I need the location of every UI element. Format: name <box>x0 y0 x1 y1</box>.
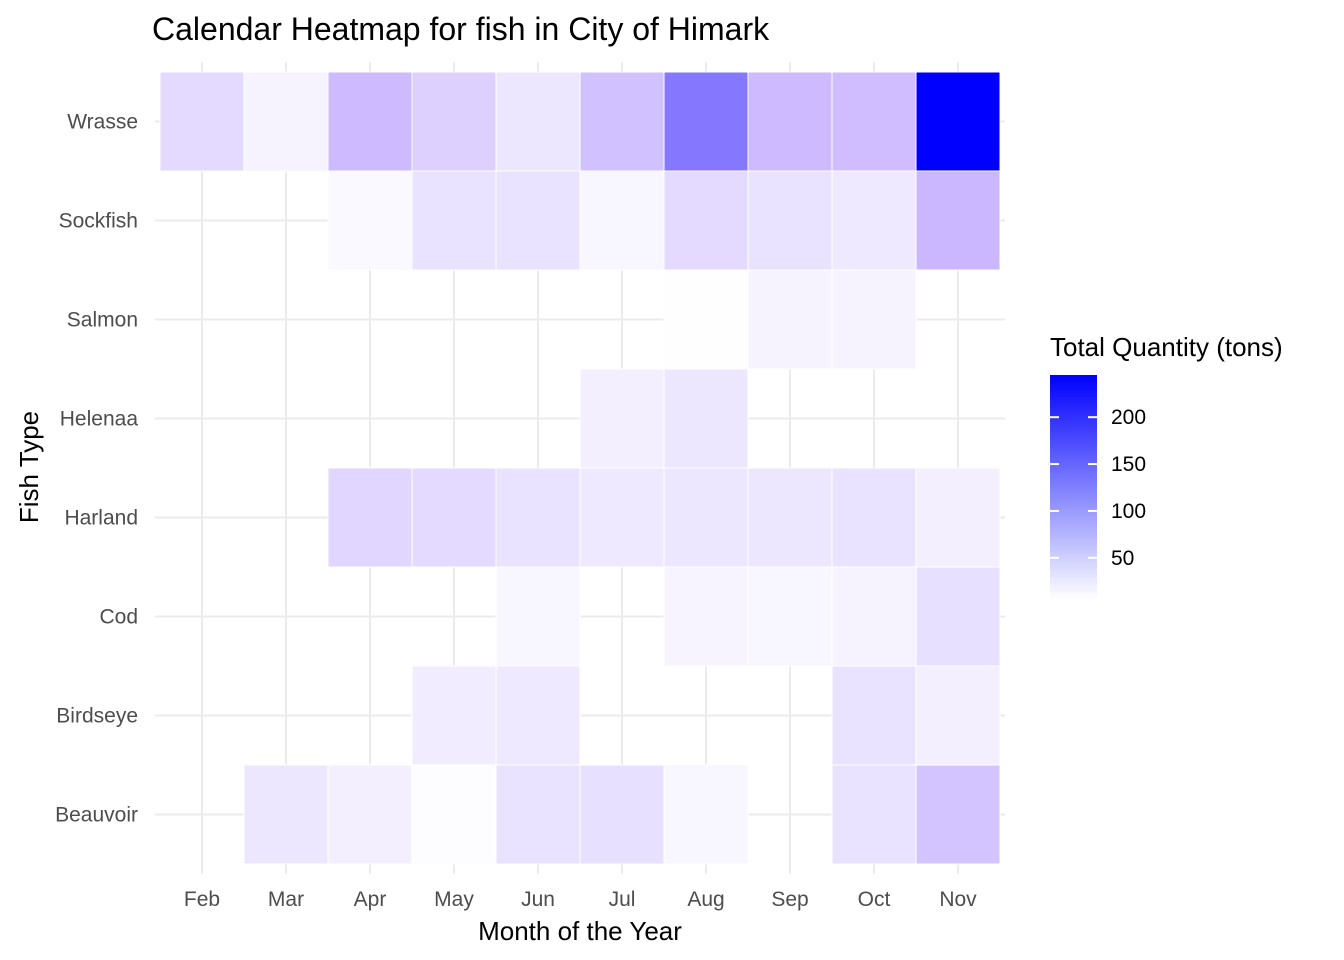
tile-cod-jun <box>495 566 581 667</box>
tile-harland-jul <box>579 467 665 568</box>
tile-harland-oct <box>831 467 917 568</box>
legend-label-100: 100 <box>1111 500 1146 523</box>
tile-beauvoir-may <box>411 764 497 865</box>
x-tick-label-apr: Apr <box>354 888 387 911</box>
tile-cod-aug <box>663 566 749 667</box>
y-tick-label-sockfish: Sockfish <box>59 210 138 233</box>
legend-color-bar <box>1050 375 1097 600</box>
y-axis-ticks: Beauvoir Birdseye Cod Harland Helenaa Salmon S… <box>55 111 138 827</box>
tile-wrasse-mar <box>243 71 329 172</box>
tile-beauvoir-jul <box>579 764 665 865</box>
chart-title: Calendar Heatmap for fish in City of Him… <box>152 11 770 47</box>
y-tick-label-cod: Cod <box>99 606 138 629</box>
tile-salmon-aug <box>663 269 749 370</box>
color-legend: Total Quantity (tons) 50 100 150 200 <box>1050 332 1283 600</box>
tile-harland-jun <box>495 467 581 568</box>
x-tick-label-sep: Sep <box>771 888 808 911</box>
tile-birdseye-nov <box>915 665 1001 766</box>
tile-cod-sep <box>747 566 833 667</box>
tile-wrasse-feb <box>159 71 245 172</box>
tile-sockfish-sep <box>747 170 833 271</box>
x-axis-ticks: Feb Mar Apr May Jun Jul Aug Sep Oct Nov <box>184 888 977 911</box>
tile-helenaa-jul <box>579 368 665 469</box>
tile-harland-may <box>411 467 497 568</box>
x-tick-label-feb: Feb <box>184 888 220 911</box>
tile-wrasse-may <box>411 71 497 172</box>
tile-beauvoir-oct <box>831 764 917 865</box>
tile-cod-nov <box>915 566 1001 667</box>
tile-wrasse-apr <box>327 71 413 172</box>
x-tick-label-aug: Aug <box>687 888 724 911</box>
tile-harland-aug <box>663 467 749 568</box>
y-tick-label-birdseye: Birdseye <box>56 705 138 728</box>
y-tick-label-helenaa: Helenaa <box>60 408 139 431</box>
tile-wrasse-oct <box>831 71 917 172</box>
tile-wrasse-sep <box>747 71 833 172</box>
heatmap-tiles <box>159 71 1001 865</box>
y-axis-title: Fish Type <box>14 411 44 523</box>
y-tick-label-wrasse: Wrasse <box>67 111 138 134</box>
tile-wrasse-aug <box>663 71 749 172</box>
tile-beauvoir-nov <box>915 764 1001 865</box>
tile-sockfish-nov <box>915 170 1001 271</box>
tile-wrasse-jul <box>579 71 665 172</box>
y-tick-label-harland: Harland <box>64 507 138 530</box>
x-tick-label-jul: Jul <box>609 888 636 911</box>
tile-beauvoir-jun <box>495 764 581 865</box>
legend-label-200: 200 <box>1111 406 1146 429</box>
tile-beauvoir-apr <box>327 764 413 865</box>
legend-label-150: 150 <box>1111 453 1146 476</box>
x-axis-title: Month of the Year <box>478 916 682 946</box>
tile-harland-nov <box>915 467 1001 568</box>
x-tick-label-mar: Mar <box>268 888 304 911</box>
tile-cod-oct <box>831 566 917 667</box>
x-tick-label-nov: Nov <box>939 888 977 911</box>
tile-sockfish-may <box>411 170 497 271</box>
tile-sockfish-apr <box>327 170 413 271</box>
legend-title: Total Quantity (tons) <box>1050 332 1283 362</box>
tile-wrasse-jun <box>495 71 581 172</box>
tile-salmon-sep <box>747 269 833 370</box>
tile-sockfish-aug <box>663 170 749 271</box>
tile-beauvoir-mar <box>243 764 329 865</box>
x-tick-label-may: May <box>434 888 474 911</box>
legend-label-50: 50 <box>1111 547 1134 570</box>
tile-harland-apr <box>327 467 413 568</box>
tile-beauvoir-aug <box>663 764 749 865</box>
tile-salmon-oct <box>831 269 917 370</box>
x-tick-label-oct: Oct <box>858 888 891 911</box>
tile-sockfish-oct <box>831 170 917 271</box>
tile-harland-sep <box>747 467 833 568</box>
tile-sockfish-jun <box>495 170 581 271</box>
tile-sockfish-jul <box>579 170 665 271</box>
tile-birdseye-may <box>411 665 497 766</box>
y-tick-label-salmon: Salmon <box>67 309 138 332</box>
tile-birdseye-oct <box>831 665 917 766</box>
tile-helenaa-aug <box>663 368 749 469</box>
y-tick-label-beauvoir: Beauvoir <box>55 804 138 827</box>
tile-wrasse-nov <box>915 71 1001 172</box>
x-tick-label-jun: Jun <box>521 888 555 911</box>
tile-birdseye-jun <box>495 665 581 766</box>
legend-ticks: 50 100 150 200 <box>1050 406 1146 570</box>
